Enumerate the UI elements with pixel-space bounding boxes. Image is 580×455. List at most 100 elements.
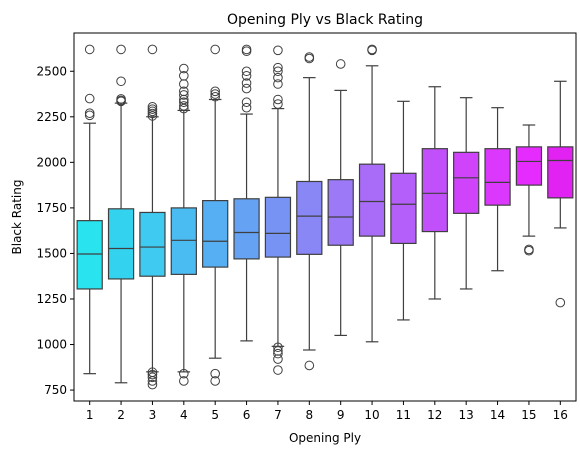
outlier-point — [273, 342, 283, 353]
outlier-point — [179, 101, 189, 111]
outlier-point — [147, 367, 158, 378]
x-tick-label: 10 — [364, 408, 379, 422]
outlier-point — [84, 110, 95, 121]
outlier-point — [241, 66, 252, 77]
outlier-point — [147, 44, 158, 55]
outlier-point — [241, 78, 252, 88]
box-group-13 — [453, 97, 480, 290]
box-group-3 — [139, 44, 166, 390]
box — [547, 146, 574, 199]
outlier-point — [147, 379, 158, 390]
box-group-4 — [170, 63, 197, 386]
outlier-point — [147, 106, 158, 117]
outlier-point — [273, 348, 283, 359]
outlier-point — [241, 71, 252, 81]
outlier-point — [335, 59, 346, 69]
outlier-point — [147, 372, 158, 383]
box-group-11 — [390, 100, 417, 321]
y-tick-label: 1000 — [36, 338, 67, 352]
x-tick-label: 5 — [211, 408, 219, 422]
box — [358, 163, 386, 237]
outlier-point — [241, 97, 252, 108]
y-axis-label: Black Rating — [10, 180, 24, 255]
y-axis: 750 1000 1250 1500 1750 2000 2250 2500 — [36, 64, 74, 397]
outlier-point — [84, 93, 95, 104]
x-tick-label: 15 — [521, 408, 536, 422]
outlier-point — [179, 63, 189, 74]
outlier-point — [147, 369, 158, 380]
y-tick-label: 2250 — [36, 110, 67, 124]
box — [202, 200, 229, 268]
outlier-point — [147, 101, 158, 112]
outlier-point — [179, 90, 189, 100]
x-tick-label: 11 — [396, 408, 411, 422]
outlier-point — [304, 52, 315, 62]
outlier-point — [210, 91, 220, 102]
x-tick-label: 13 — [459, 408, 474, 422]
x-tick-label: 14 — [490, 408, 505, 422]
box-group-12 — [421, 86, 448, 300]
box-group-10 — [358, 44, 386, 343]
box — [170, 207, 197, 275]
outlier-point — [273, 62, 283, 73]
y-tick-label: 1250 — [36, 292, 67, 306]
outlier-point — [210, 376, 220, 386]
outlier-point — [555, 297, 566, 308]
x-tick-label: 7 — [274, 408, 282, 422]
outlier-point — [273, 99, 283, 109]
box — [421, 148, 448, 233]
box-group-7 — [264, 45, 292, 375]
outlier-point — [210, 86, 220, 97]
outlier-point — [179, 376, 189, 386]
outlier-point — [116, 76, 126, 87]
outlier-point — [273, 346, 283, 356]
outlier-point — [179, 103, 189, 114]
outlier-point — [273, 365, 283, 375]
box — [484, 148, 511, 206]
box-group-16 — [547, 80, 574, 308]
boxes-layer — [76, 44, 574, 390]
box-group-2 — [107, 44, 135, 384]
outlier-point — [179, 97, 189, 108]
outlier-point — [116, 94, 126, 104]
x-tick-label: 12 — [427, 408, 442, 422]
outlier-point — [147, 108, 158, 119]
outlier-point — [84, 108, 95, 118]
outlier-point — [179, 368, 189, 379]
outlier-point — [84, 44, 95, 55]
outlier-point — [273, 79, 283, 89]
outlier-point — [304, 360, 315, 371]
x-tick-label: 4 — [180, 408, 188, 422]
outlier-point — [524, 244, 534, 255]
outlier-point — [116, 44, 126, 55]
box — [233, 198, 260, 260]
y-tick-label: 2500 — [36, 64, 67, 78]
x-tick-label: 2 — [117, 408, 125, 422]
outlier-point — [179, 71, 189, 81]
outlier-point — [241, 46, 252, 57]
outlier-point — [241, 44, 252, 55]
y-tick-label: 2000 — [36, 155, 67, 169]
box — [76, 220, 103, 290]
y-tick-label: 1750 — [36, 201, 67, 215]
x-tick-label: 1 — [86, 408, 94, 422]
box — [453, 151, 480, 214]
box-group-1 — [76, 44, 103, 375]
box — [296, 180, 323, 255]
box — [139, 211, 166, 277]
box-group-5 — [202, 44, 229, 386]
x-axis-label: Opening Ply — [289, 431, 361, 445]
outlier-point — [273, 66, 283, 77]
y-tick-label: 750 — [44, 383, 67, 397]
plot-frame — [73, 32, 577, 402]
box-group-14 — [484, 107, 511, 272]
outlier-point — [241, 83, 252, 94]
x-axis: 1 2 3 4 5 6 7 8 9 10 11 12 13 14 15 16 — [86, 401, 568, 422]
x-tick-label: 8 — [305, 408, 313, 422]
outlier-point — [210, 89, 220, 99]
box — [107, 208, 135, 280]
chart-title: Opening Ply vs Black Rating — [227, 12, 423, 28]
x-tick-label: 16 — [553, 408, 568, 422]
outlier-point — [273, 94, 283, 105]
outlier-point — [367, 44, 377, 55]
